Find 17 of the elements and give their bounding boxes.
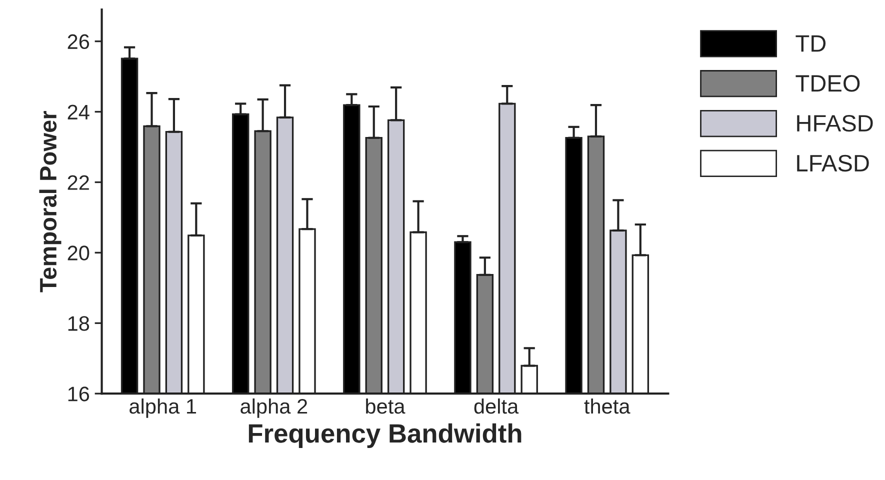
x-tick-label: theta	[584, 398, 630, 414]
x-tick-label: delta	[474, 398, 519, 414]
x-axis-title: Frequency Bandwidth	[248, 423, 522, 448]
y-tick-label: 24	[68, 104, 90, 120]
y-axis-title: Temporal Power	[39, 110, 62, 292]
y-tick-label: 26	[68, 34, 90, 50]
y-tick-label: 16	[68, 386, 90, 402]
legend-label: TD	[796, 35, 826, 52]
y-tick-label: 20	[68, 246, 90, 260]
y-tick-label: 22	[68, 175, 89, 190]
legend-label: LFASD	[797, 154, 869, 172]
x-tick-label: beta	[366, 398, 406, 414]
legend-label: HFASD	[797, 114, 873, 132]
x-tick-label: alpha 2	[240, 398, 308, 418]
legend-label: TDEO	[796, 75, 860, 92]
x-tick-label: alpha 1	[130, 398, 196, 418]
y-tick-label: 18	[68, 316, 90, 331]
